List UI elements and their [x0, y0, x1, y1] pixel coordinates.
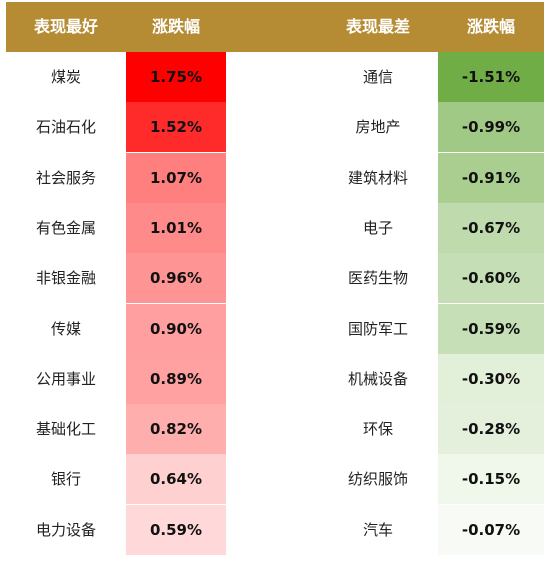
best-change-value: 1.01% — [126, 202, 226, 253]
best-change-value: 0.59% — [126, 504, 226, 555]
best-change-value: 0.82% — [126, 404, 226, 455]
best-change-header: 涨跌幅 — [151, 17, 200, 36]
worst-sector-name: 电子 — [362, 218, 393, 237]
table-row: 有色金属 1.01% 电子 -0.67% — [6, 202, 544, 253]
worst-change-value: -0.99% — [438, 102, 544, 153]
best-sector-name: 社会服务 — [35, 168, 96, 187]
worst-sector-header: 表现最差 — [345, 17, 410, 36]
table-row: 非银金融 0.96% 医药生物 -0.60% — [6, 253, 544, 304]
best-sector-name: 基础化工 — [35, 420, 96, 439]
worst-sector-name: 国防军工 — [347, 319, 408, 338]
table-row: 社会服务 1.07% 建筑材料 -0.91% — [6, 152, 544, 203]
worst-sector-name: 建筑材料 — [347, 168, 408, 187]
worst-sector-name: 医药生物 — [347, 269, 408, 288]
table-row: 煤炭 1.75% 通信 -1.51% — [6, 52, 544, 102]
best-sector-name: 公用事业 — [35, 369, 96, 388]
best-change-value: 1.75% — [126, 52, 226, 102]
worst-change-value: -0.91% — [438, 152, 544, 203]
table-row: 电力设备 0.59% 汽车 -0.07% — [6, 504, 544, 555]
worst-change-value: -1.51% — [438, 52, 544, 102]
worst-change-header: 涨跌幅 — [466, 17, 515, 36]
worst-change-value: -0.67% — [438, 202, 544, 253]
worst-change-value: -0.15% — [438, 454, 544, 505]
worst-change-value: -0.60% — [438, 253, 544, 304]
best-sector-name: 传媒 — [50, 319, 81, 338]
table-row: 公用事业 0.89% 机械设备 -0.30% — [6, 353, 544, 404]
worst-sector-name: 环保 — [362, 420, 393, 439]
table-header: 表现最好 涨跌幅 表现最差 涨跌幅 — [6, 2, 544, 52]
table-row: 基础化工 0.82% 环保 -0.28% — [6, 404, 544, 455]
best-change-value: 0.64% — [126, 454, 226, 505]
best-sector-name: 非银金融 — [35, 269, 96, 288]
worst-change-value: -0.28% — [438, 404, 544, 455]
worst-change-value: -0.07% — [438, 504, 544, 555]
worst-sector-name: 房地产 — [355, 118, 401, 137]
best-sector-header: 表现最好 — [33, 17, 98, 36]
worst-sector-name: 纺织服饰 — [347, 470, 408, 489]
table-row: 石油石化 1.52% 房地产 -0.99% — [6, 102, 544, 153]
best-sector-name: 电力设备 — [35, 520, 96, 539]
worst-change-value: -0.30% — [438, 353, 544, 404]
best-change-value: 1.07% — [126, 152, 226, 203]
best-change-value: 0.89% — [126, 353, 226, 404]
worst-sector-name: 机械设备 — [347, 369, 408, 388]
table-row: 传媒 0.90% 国防军工 -0.59% — [6, 303, 544, 354]
best-sector-name: 银行 — [50, 470, 81, 489]
best-sector-name: 煤炭 — [50, 68, 81, 86]
best-sector-name: 石油石化 — [35, 118, 96, 137]
worst-sector-name: 通信 — [362, 68, 393, 86]
best-change-value: 0.90% — [126, 303, 226, 354]
worst-change-value: -0.59% — [438, 303, 544, 354]
best-change-value: 1.52% — [126, 102, 226, 153]
best-change-value: 0.96% — [126, 253, 226, 304]
table-row: 银行 0.64% 纺织服饰 -0.15% — [6, 454, 544, 505]
worst-sector-name: 汽车 — [362, 520, 393, 539]
best-sector-name: 有色金属 — [35, 218, 96, 237]
